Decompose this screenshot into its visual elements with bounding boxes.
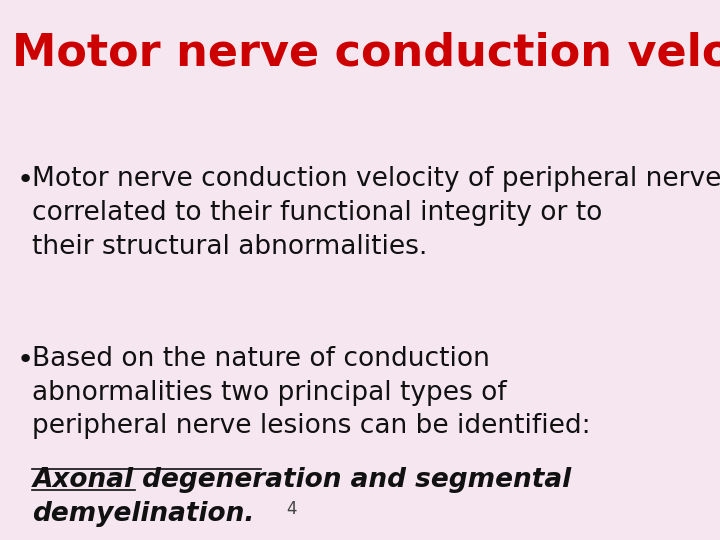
Text: Motor nerve conduction velocity: Motor nerve conduction velocity	[12, 32, 720, 75]
Text: •: •	[17, 166, 35, 194]
Text: •: •	[17, 346, 35, 374]
Text: Axonal degeneration and segmental
demyelination.: Axonal degeneration and segmental demyel…	[32, 468, 572, 527]
Text: 4: 4	[287, 500, 297, 518]
Text: Based on the nature of conduction
abnormalities two principal types of
periphera: Based on the nature of conduction abnorm…	[32, 346, 591, 439]
Text: Motor nerve conduction velocity of peripheral nerves may be closely
correlated t: Motor nerve conduction velocity of perip…	[32, 166, 720, 260]
